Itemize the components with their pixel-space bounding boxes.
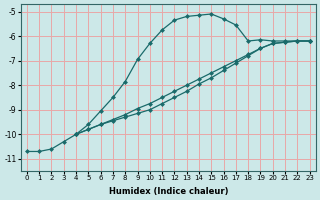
X-axis label: Humidex (Indice chaleur): Humidex (Indice chaleur) — [108, 187, 228, 196]
